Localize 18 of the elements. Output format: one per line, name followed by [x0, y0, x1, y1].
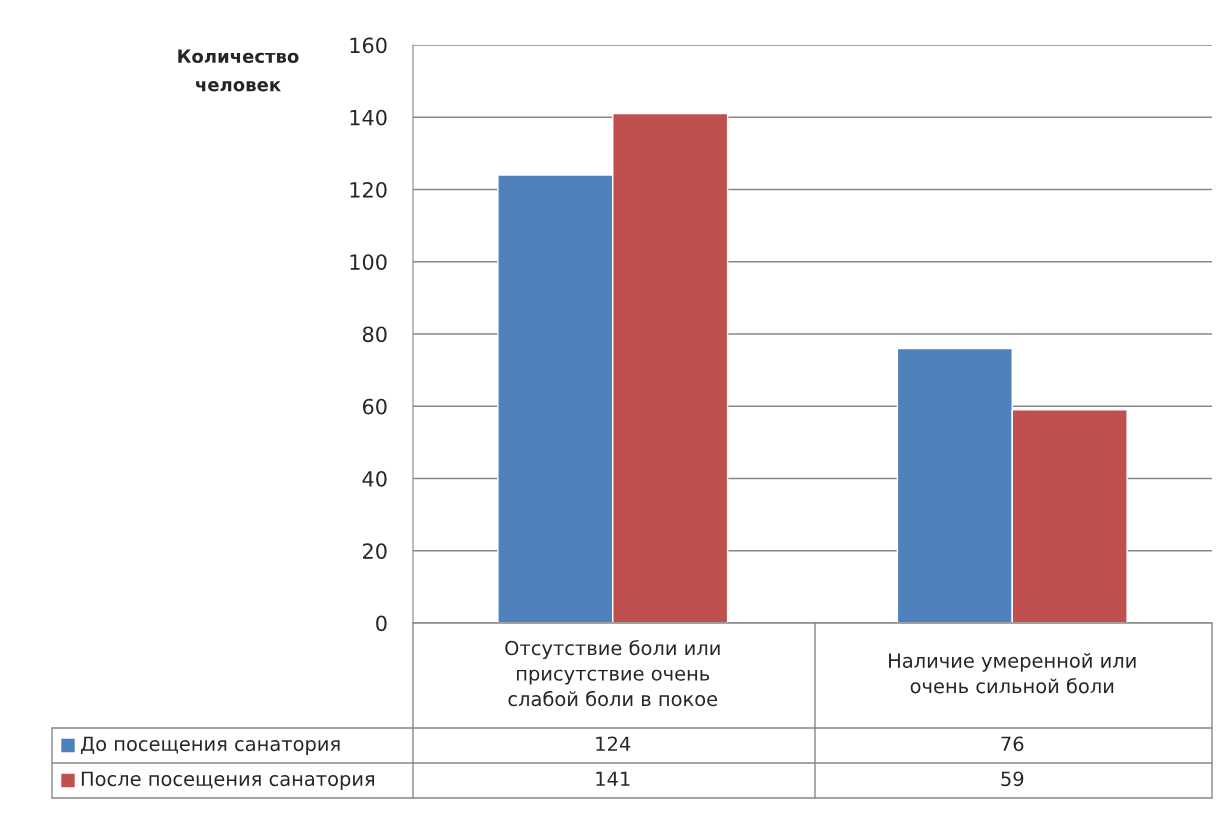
x-tick-label: Наличие умеренной или очень сильной боли: [889, 652, 1136, 694]
data-label: 59: [1001, 771, 1024, 787]
y-axis-title: Количество человек: [178, 49, 299, 92]
y-tick-label: 140: [350, 109, 387, 126]
y-tick-label: 60: [362, 398, 387, 415]
data-label: 124: [596, 736, 631, 751]
y-tick-label: 120: [350, 181, 387, 198]
data-label: 141: [596, 771, 630, 786]
y-tick-label: 80: [362, 326, 387, 343]
y-tick-label: 20: [363, 543, 387, 559]
x-tick-label: Отсутствие боли или присутствие очень слабой боли в покое: [505, 639, 720, 707]
y-tick-label: 100: [350, 254, 387, 270]
legend-label: После посещения санатория: [81, 771, 375, 790]
y-tick-label: 40: [362, 470, 387, 487]
y-tick-label: 160: [350, 37, 387, 54]
y-tick-label: 0: [376, 615, 387, 632]
legend-label: До посещения санатория: [80, 736, 340, 755]
data-label: 76: [1001, 736, 1024, 752]
